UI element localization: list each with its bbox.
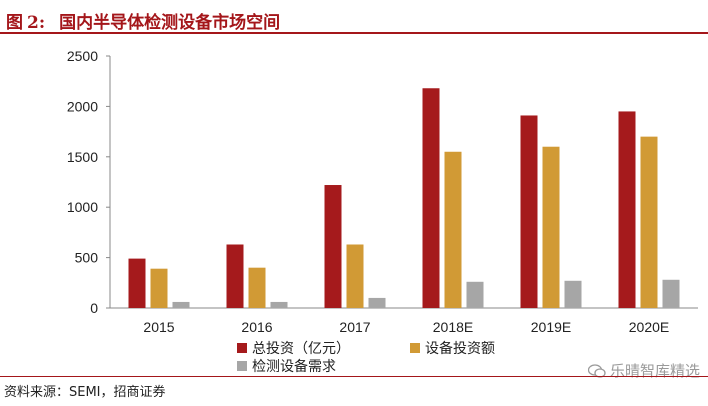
- y-tick-label: 0: [90, 300, 98, 316]
- bar-inspection-demand: [172, 301, 190, 308]
- bar-equipment-investment: [248, 267, 266, 308]
- source-note: 资料来源：SEMI，招商证券: [4, 385, 166, 400]
- bar-total-investment: [226, 244, 244, 308]
- watermark: 乐晴智库精选: [587, 360, 700, 381]
- bar-inspection-demand: [368, 297, 386, 308]
- bar-total-investment: [422, 88, 440, 308]
- y-tick-label: 2000: [67, 98, 98, 114]
- legend-swatch-inspection-demand: [237, 361, 247, 371]
- x-tick-label: 2016: [241, 319, 272, 334]
- y-tick-label: 500: [75, 250, 99, 266]
- bar-equipment-investment: [346, 244, 364, 308]
- legend-label-inspection-demand: 检测设备需求: [252, 359, 336, 375]
- bar-total-investment: [128, 258, 146, 308]
- legend-item-inspection-demand: 检测设备需求: [237, 356, 336, 376]
- bar-inspection-demand: [662, 279, 680, 308]
- legend-swatch-equipment-investment: [410, 343, 420, 353]
- figure-number: 2:: [27, 13, 46, 33]
- title-rule: [0, 32, 708, 34]
- x-tick-label: 2015: [143, 319, 174, 334]
- y-tick-label: 2500: [67, 48, 98, 64]
- bar-equipment-investment: [640, 136, 658, 308]
- figure-title: 图 2: 国内半导体检测设备市场空间: [6, 8, 280, 33]
- figure-header: 图 2: 国内半导体检测设备市场空间: [0, 0, 708, 34]
- x-tick-label: 2020E: [629, 319, 669, 334]
- x-tick-label: 2019E: [531, 319, 571, 334]
- figure-title-text: 国内半导体检测设备市场空间: [59, 13, 281, 33]
- bar-total-investment: [324, 185, 342, 308]
- bar-inspection-demand: [270, 301, 288, 308]
- legend-label-equipment-investment: 设备投资额: [425, 341, 495, 357]
- y-tick-label: 1000: [67, 199, 98, 215]
- x-tick-label: 2017: [339, 319, 370, 334]
- bar-inspection-demand: [564, 280, 582, 308]
- x-tick-label: 2018E: [433, 319, 473, 334]
- y-tick-label: 1500: [67, 149, 98, 165]
- bar-total-investment: [618, 111, 636, 308]
- bar-equipment-investment: [542, 146, 560, 308]
- legend-item-total-investment: 总投资（亿元）: [237, 338, 350, 358]
- legend-label-total-investment: 总投资（亿元）: [252, 341, 350, 357]
- chart-legend: 总投资（亿元） 设备投资额 检测设备需求: [237, 338, 537, 376]
- legend-swatch-total-investment: [237, 343, 247, 353]
- legend-item-equipment-investment: 设备投资额: [410, 338, 495, 358]
- bar-equipment-investment: [444, 151, 462, 308]
- bar-inspection-demand: [466, 281, 484, 308]
- bar-total-investment: [520, 115, 538, 308]
- watermark-text: 乐晴智库精选: [609, 362, 700, 380]
- source-rule: [0, 376, 708, 377]
- figure-label: 图: [6, 13, 23, 33]
- bar-equipment-investment: [150, 268, 168, 308]
- bar-chart: 0 500 1000 1500 2000 2500 2015 2016 2017 2018E 201…: [67, 48, 698, 334]
